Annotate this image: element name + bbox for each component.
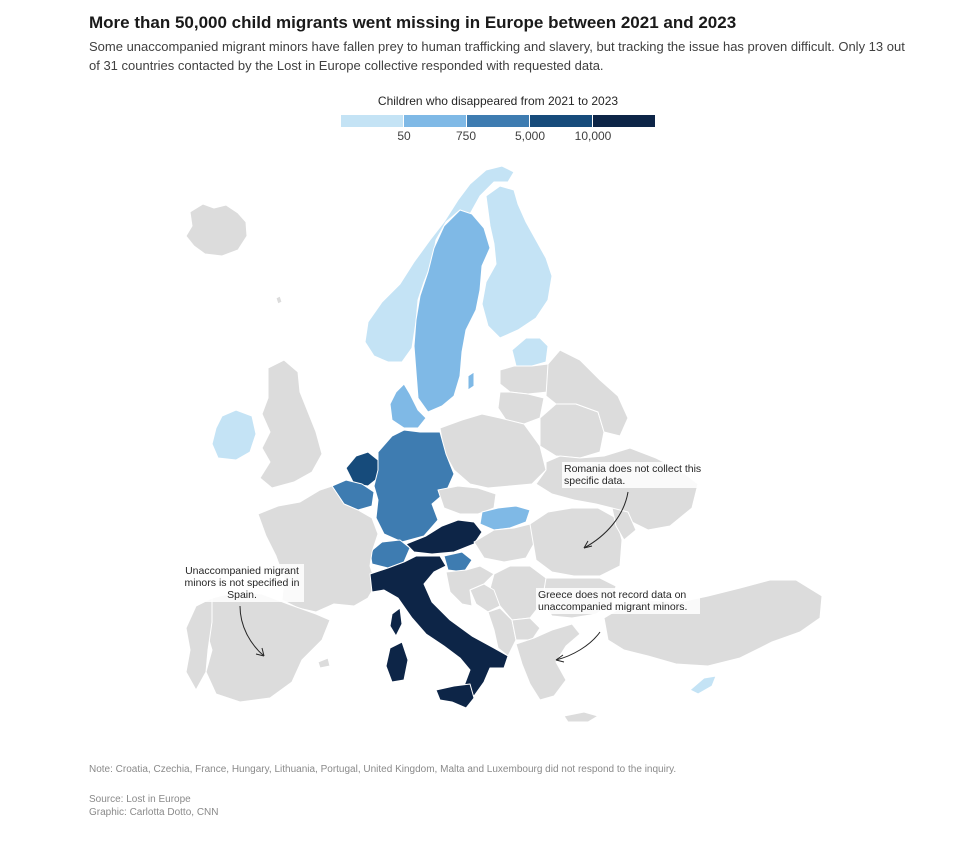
island-gotland[interactable]	[467, 371, 475, 391]
legend-swatch-2	[404, 115, 466, 127]
country-czechia[interactable]	[437, 485, 497, 515]
country-portugal[interactable]	[185, 597, 213, 691]
island-sardinia[interactable]	[385, 641, 409, 683]
country-greece[interactable]	[515, 623, 581, 701]
legend-tick-5000: 5,000	[514, 129, 546, 143]
graphic-credit: Graphic: Carlotta Dotto, CNN	[89, 807, 219, 818]
arrow-greece-head	[555, 654, 565, 663]
annotation-spain: Unaccompanied migrant minors is not spec…	[180, 564, 304, 602]
country-estonia[interactable]	[511, 337, 549, 367]
country-germany[interactable]	[373, 429, 455, 543]
island-corsica[interactable]	[389, 607, 403, 637]
annotation-greece: Greece does not record data on unaccompa…	[536, 588, 700, 614]
country-sweden[interactable]	[413, 209, 491, 413]
country-norway[interactable]	[364, 165, 515, 363]
annotation-romania: Romania does not collect this specific d…	[562, 462, 714, 488]
country-hungary[interactable]	[473, 523, 537, 563]
country-russia[interactable]	[545, 349, 629, 437]
country-austria[interactable]	[405, 519, 483, 555]
country-uk[interactable]	[259, 359, 323, 489]
source-line: Source: Lost in Europe	[89, 794, 191, 805]
arrow-romania	[583, 491, 629, 549]
country-finland[interactable]	[481, 185, 553, 339]
island-crete[interactable]	[563, 711, 599, 723]
arrow-greece	[555, 631, 601, 661]
legend-tick-750: 750	[455, 129, 477, 143]
legend-color-bar	[341, 115, 655, 127]
island-mallorca[interactable]	[317, 657, 331, 669]
legend-title: Children who disappeared from 2021 to 20…	[377, 94, 619, 108]
country-cyprus[interactable]	[689, 675, 717, 695]
footnote: Note: Croatia, Czechia, France, Hungary,…	[89, 764, 677, 775]
page-title: More than 50,000 child migrants went mis…	[89, 13, 737, 32]
source-credit: Source: Lost in Europe Graphic: Carlotta…	[89, 793, 219, 819]
country-slovenia[interactable]	[443, 551, 473, 573]
country-poland[interactable]	[439, 413, 547, 489]
country-bosnia[interactable]	[469, 583, 501, 613]
arrow-spain	[239, 605, 265, 657]
legend-swatch-1	[341, 115, 403, 127]
legend-tick-50: 50	[397, 129, 411, 143]
country-slovakia[interactable]	[479, 505, 531, 531]
country-iceland[interactable]	[185, 203, 248, 257]
country-moldova[interactable]	[611, 507, 637, 541]
country-north-macedonia[interactable]	[511, 617, 541, 641]
country-switzerland[interactable]	[369, 539, 411, 569]
country-ireland[interactable]	[211, 409, 257, 461]
arrow-spain-head	[255, 647, 265, 657]
arrow-romania-head	[583, 540, 593, 549]
island-sicily[interactable]	[435, 683, 475, 709]
subtitle: Some unaccompanied migrant minors have f…	[89, 39, 905, 73]
country-montenegro-albania[interactable]	[487, 607, 517, 657]
country-romania[interactable]	[529, 507, 623, 577]
legend-swatch-5	[593, 115, 655, 127]
country-belarus[interactable]	[539, 403, 605, 459]
legend-swatch-3	[467, 115, 529, 127]
legend-swatch-4	[530, 115, 592, 127]
island-faroe[interactable]	[275, 295, 283, 305]
country-italy[interactable]	[369, 555, 509, 697]
legend-tick-10000: 10,000	[574, 129, 612, 143]
country-denmark[interactable]	[389, 383, 427, 429]
